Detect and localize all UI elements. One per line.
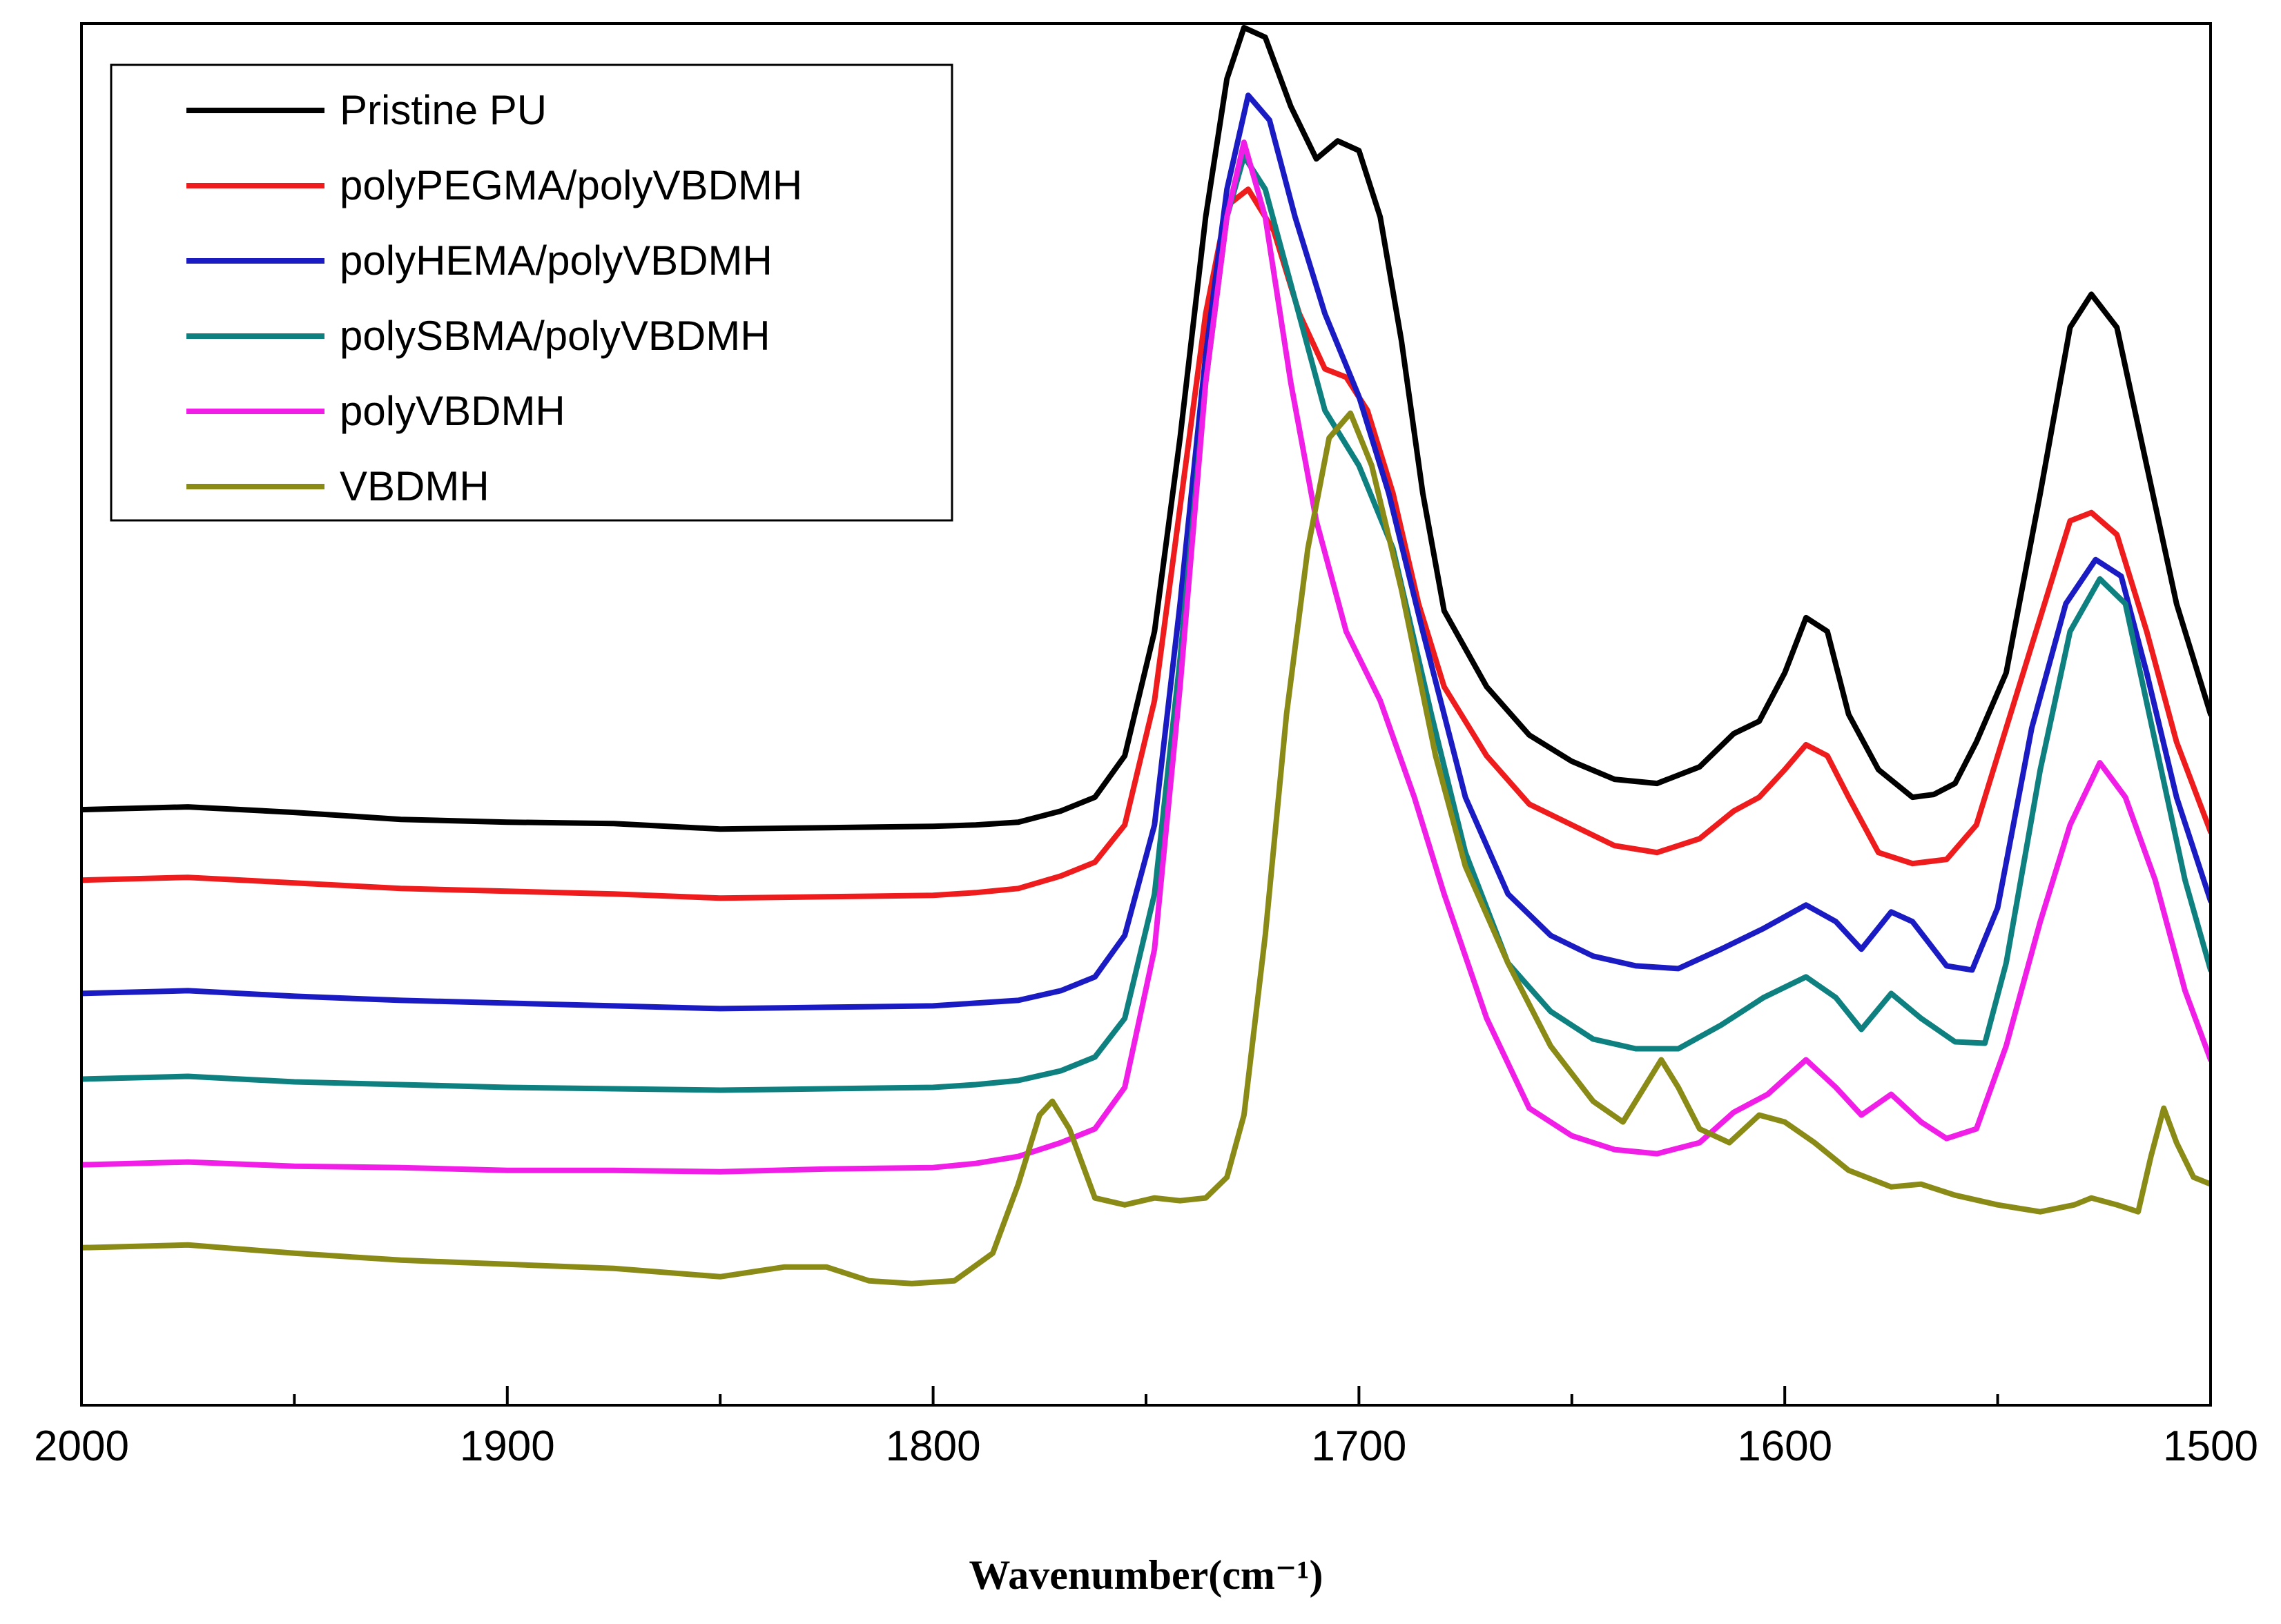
x-axis-label: Wavenumber(cm⁻¹) <box>969 1552 1323 1598</box>
legend-label-4: polyVBDMH <box>340 388 565 434</box>
x-tick-label: 1800 <box>886 1422 981 1470</box>
x-tick-label: 1700 <box>1311 1422 1406 1470</box>
x-tick-label: 1500 <box>2163 1422 2258 1470</box>
series-line-2 <box>81 92 2211 1012</box>
legend-label-3: polySBMA/polyVBDMH <box>340 313 770 359</box>
legend-label-0: Pristine PU <box>340 87 547 133</box>
x-tick-label: 1600 <box>1737 1422 1832 1470</box>
series-line-5 <box>81 410 2211 1287</box>
legend-label-2: polyHEMA/polyVBDMH <box>340 237 773 284</box>
series-line-4 <box>81 139 2211 1175</box>
series-line-0 <box>81 25 2211 832</box>
x-tick-label: 2000 <box>34 1422 129 1470</box>
legend-label-5: VBDMH <box>340 463 489 509</box>
legend: Pristine PU polyPEGMA/polyVBDMH polyHEMA/p… <box>110 63 953 522</box>
legend-label-1: polyPEGMA/polyVBDMH <box>340 162 802 208</box>
legend-box <box>110 63 953 522</box>
x-tick-label: 1900 <box>460 1422 555 1470</box>
